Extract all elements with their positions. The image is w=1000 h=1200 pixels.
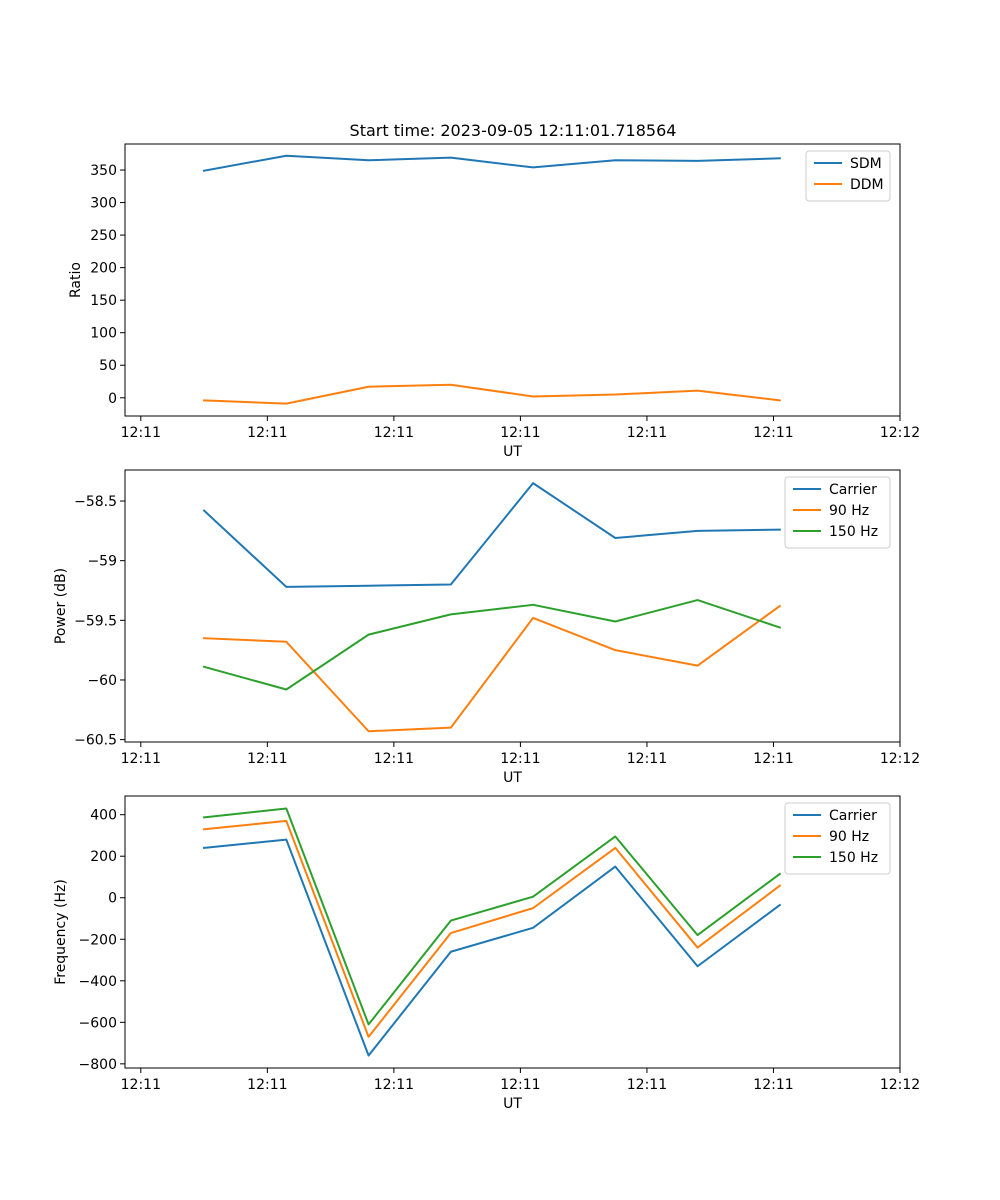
x-tick-label: 12:11 bbox=[374, 425, 414, 441]
legend: Carrier 90 Hz 150 Hz bbox=[784, 802, 891, 875]
x-tick-label: 12:11 bbox=[247, 751, 287, 767]
y-tick-label: −600 bbox=[79, 1015, 117, 1031]
y-tick-label: 250 bbox=[90, 228, 117, 244]
chart-panel-2: 12:11 12:11 12:11 12:11 12:11 12:11 12:12 −60.5… bbox=[53, 469, 920, 786]
chart-panel-1: 12:11 12:11 12:11 12:11 12:11 12:11 12:12 0 50 10… bbox=[68, 143, 920, 460]
x-tick-label: 12:12 bbox=[880, 1077, 920, 1093]
x-tick-label: 12:11 bbox=[627, 1077, 667, 1093]
y-tick-label: 0 bbox=[108, 891, 117, 907]
x-axis-label: UT bbox=[503, 770, 522, 786]
legend-label: 150 Hz bbox=[829, 850, 878, 866]
x-tick-label: 12:11 bbox=[121, 1077, 161, 1093]
x-tick-label: 12:11 bbox=[753, 425, 793, 441]
x-tick-label: 12:12 bbox=[880, 751, 920, 767]
legend-label: 90 Hz bbox=[829, 829, 869, 845]
x-tick-label: 12:11 bbox=[121, 751, 161, 767]
y-tick-label: −400 bbox=[79, 974, 117, 990]
figure-title: Start time: 2023-09-05 12:11:01.718564 bbox=[350, 121, 677, 140]
x-tick-label: 12:11 bbox=[247, 425, 287, 441]
series-line-90-hz bbox=[202, 819, 782, 1038]
x-tick-label: 12:11 bbox=[121, 425, 161, 441]
series-line-150-hz bbox=[202, 807, 782, 1026]
y-tick-label: 200 bbox=[90, 849, 117, 865]
y-tick-label: −800 bbox=[79, 1057, 117, 1073]
x-tick-label: 12:11 bbox=[627, 425, 667, 441]
chart-panels: 12:11 12:11 12:11 12:11 12:11 12:11 12:12 0 50 10… bbox=[53, 143, 920, 1112]
legend-label: DDM bbox=[850, 177, 884, 193]
y-tick-label: −59.5 bbox=[74, 613, 117, 629]
y-axis-label: Frequency (Hz) bbox=[53, 879, 69, 985]
legend-label: 150 Hz bbox=[829, 524, 878, 540]
y-tick-label: −60 bbox=[87, 673, 117, 689]
legend-label: 90 Hz bbox=[829, 503, 869, 519]
y-axis-label: Power (dB) bbox=[53, 568, 69, 644]
plot-frame bbox=[124, 143, 901, 417]
series-line-90-hz bbox=[203, 604, 782, 733]
x-tick-label: 12:11 bbox=[247, 1077, 287, 1093]
x-axis-label: UT bbox=[503, 1096, 522, 1112]
y-tick-label: 350 bbox=[90, 163, 117, 179]
y-tick-label: −58.5 bbox=[74, 494, 117, 510]
x-tick-label: 12:12 bbox=[880, 425, 920, 441]
x-tick-label: 12:11 bbox=[627, 751, 667, 767]
y-tick-label: 0 bbox=[108, 391, 117, 407]
plot-frame bbox=[124, 795, 901, 1069]
x-tick-label: 12:11 bbox=[753, 1077, 793, 1093]
x-axis-label: UT bbox=[503, 444, 522, 460]
x-tick-label: 12:11 bbox=[374, 751, 414, 767]
chart-panel-3: 12:11 12:11 12:11 12:11 12:11 12:11 12:12 −800 −… bbox=[53, 795, 920, 1112]
plot-frame bbox=[124, 469, 901, 743]
y-tick-label: −200 bbox=[79, 932, 117, 948]
legend-label: Carrier bbox=[829, 482, 877, 498]
y-tick-label: −59 bbox=[87, 554, 117, 570]
series-line-ddm bbox=[203, 383, 781, 405]
y-tick-label: 50 bbox=[99, 358, 117, 374]
legend-label: Carrier bbox=[829, 808, 877, 824]
y-tick-label: −60.5 bbox=[74, 733, 117, 749]
legend: Carrier 90 Hz 150 Hz bbox=[784, 476, 891, 549]
series-line-150-hz bbox=[202, 599, 782, 691]
y-tick-label: 150 bbox=[90, 293, 117, 309]
y-tick-label: 400 bbox=[90, 808, 117, 824]
y-tick-label: 100 bbox=[90, 326, 117, 342]
series-line-carrier bbox=[202, 482, 781, 588]
legend: SDM DDM bbox=[805, 150, 891, 202]
series-line-carrier bbox=[202, 838, 782, 1057]
x-tick-label: 12:11 bbox=[500, 425, 540, 441]
y-axis-label: Ratio bbox=[68, 262, 84, 298]
x-tick-label: 12:11 bbox=[374, 1077, 414, 1093]
series-line-sdm bbox=[202, 154, 781, 172]
y-tick-label: 300 bbox=[90, 196, 117, 212]
legend-label: SDM bbox=[850, 156, 882, 172]
x-tick-label: 12:11 bbox=[753, 751, 793, 767]
y-tick-label: 200 bbox=[90, 261, 117, 277]
x-tick-label: 12:11 bbox=[500, 751, 540, 767]
x-tick-label: 12:11 bbox=[500, 1077, 540, 1093]
